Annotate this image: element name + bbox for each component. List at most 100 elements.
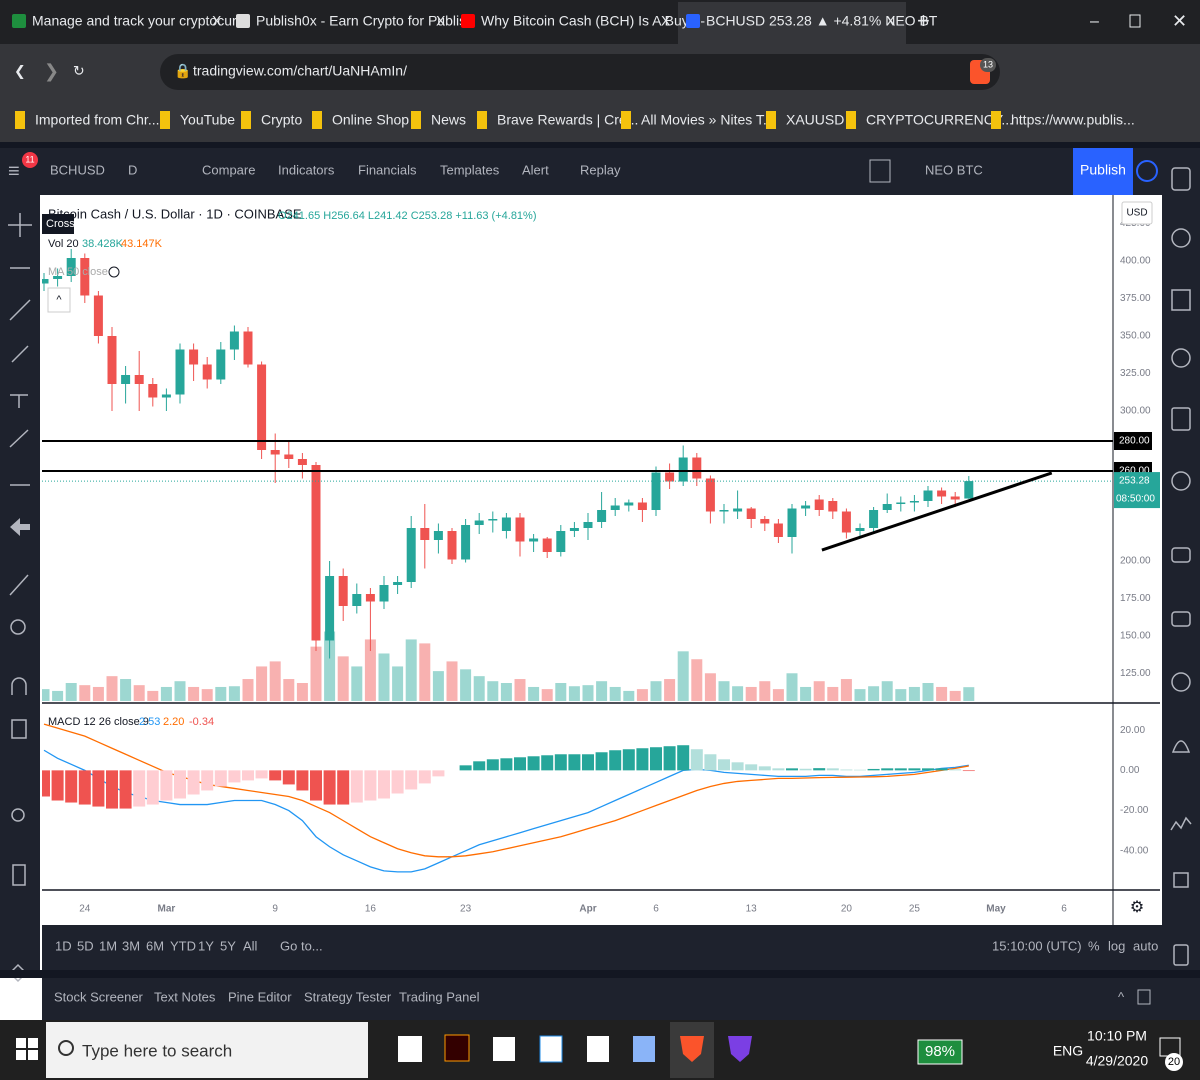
tab-title[interactable]: BCHUSD 253.28 ▲ +4.81% NEO BT (706, 13, 938, 29)
minimize[interactable]: – (1090, 13, 1099, 30)
hotlists[interactable] (1171, 348, 1191, 368)
publish-button[interactable] (1073, 148, 1133, 195)
trend-tool[interactable] (9, 299, 31, 321)
new-tab[interactable]: + (917, 8, 930, 33)
bookmark[interactable]: Brave Rewards | Cre... (497, 112, 638, 128)
timeframe[interactable]: 5Y (220, 938, 236, 953)
tab-favicon[interactable] (686, 14, 700, 28)
app-illustrator[interactable] (444, 1034, 470, 1062)
notifications[interactable] (1171, 740, 1191, 753)
replay-play[interactable] (1136, 160, 1158, 182)
timeframe[interactable]: All (243, 938, 258, 953)
timeframe[interactable]: 1Y (198, 938, 214, 953)
lock-drawing[interactable] (11, 719, 27, 739)
magnet-tool[interactable] (11, 677, 27, 695)
toolbar-item[interactable]: Financials (358, 162, 417, 177)
panel-maximize[interactable] (1137, 989, 1151, 1005)
tab-title[interactable]: Publish0x - Earn Crypto for Publish (256, 13, 474, 29)
bookmark[interactable]: News (431, 112, 466, 128)
app-dolby[interactable] (493, 1037, 515, 1061)
ruler-tool[interactable] (9, 574, 29, 596)
order-panel[interactable] (1173, 872, 1189, 888)
bookmark[interactable]: CRYPTOCURRENCY... (866, 112, 1013, 128)
tab-title[interactable]: Manage and track your cryptocurr (32, 13, 242, 29)
panel-tab[interactable]: Pine Editor (228, 989, 292, 1004)
date[interactable]: 4/29/2020 (1086, 1053, 1148, 1069)
close[interactable]: ✕ (1172, 11, 1187, 31)
url[interactable]: tradingview.com/chart/UaNHAmIn/ (193, 63, 407, 79)
bookmark[interactable]: XAUUSD (786, 112, 844, 128)
tab-close[interactable]: X (886, 13, 896, 29)
bookmark[interactable]: https://www.publis... (1011, 112, 1135, 128)
timeframe[interactable]: 3M (122, 938, 140, 953)
bookmark[interactable]: YouTube (180, 112, 235, 128)
dom[interactable] (1173, 944, 1189, 966)
omnibox[interactable] (160, 54, 1000, 90)
currency-box[interactable] (1121, 201, 1153, 225)
hide-tool[interactable] (10, 518, 30, 536)
language[interactable]: ENG (1053, 1043, 1083, 1059)
tab-favicon[interactable] (461, 14, 475, 28)
toolbar-item[interactable]: Indicators (278, 162, 335, 177)
interval[interactable]: D (128, 162, 137, 177)
time[interactable]: 10:10 PM (1087, 1028, 1147, 1044)
reload[interactable]: ↻ (73, 63, 85, 79)
app-lc[interactable] (539, 1035, 563, 1063)
active-tab[interactable] (678, 2, 906, 44)
watchlist[interactable] (1171, 167, 1191, 191)
toolbar-item[interactable]: Replay (580, 162, 621, 177)
symbol[interactable]: BCHUSD (50, 162, 105, 177)
pattern-tool[interactable] (9, 429, 29, 448)
nav-back[interactable]: ❮ (14, 63, 26, 80)
ideas[interactable] (1171, 471, 1191, 491)
data-window[interactable] (1171, 289, 1191, 311)
app-brave[interactable] (680, 1036, 704, 1062)
visibility-tool[interactable] (11, 808, 25, 822)
app-acrobat[interactable] (587, 1036, 609, 1062)
tab-favicon[interactable] (236, 14, 250, 28)
search-placeholder[interactable]: Type here to search (82, 1041, 232, 1060)
compare-symbol[interactable]: NEO BTC (925, 162, 983, 177)
bookmark[interactable]: Crypto (261, 112, 302, 128)
trash-tool[interactable] (12, 864, 26, 886)
scale-option[interactable]: % (1088, 938, 1100, 953)
panel-tab[interactable]: Stock Screener (54, 989, 144, 1004)
toolbar-item[interactable]: Compare (202, 162, 255, 177)
panel-tab[interactable]: Strategy Tester (304, 989, 392, 1004)
brush-tool[interactable] (11, 345, 29, 363)
start-button[interactable] (16, 1038, 38, 1060)
hidden-icon[interactable] (108, 266, 120, 278)
layout-icon[interactable] (869, 159, 891, 183)
toolbar-item[interactable]: Alert (522, 162, 549, 177)
scale-option[interactable]: auto (1133, 938, 1158, 953)
timeframe[interactable]: 1M (99, 938, 117, 953)
zoom-tool[interactable] (10, 619, 26, 635)
restore[interactable] (1129, 14, 1141, 28)
idea-bulb[interactable] (1171, 672, 1191, 692)
publish-label[interactable]: Publish (1080, 162, 1126, 178)
trend-line[interactable] (821, 471, 1053, 552)
nav-forward[interactable]: ❯ (44, 61, 59, 82)
streams[interactable] (1171, 611, 1191, 627)
tab-close[interactable]: X (661, 13, 671, 29)
alerts-clock[interactable] (1171, 228, 1191, 248)
app-brave-nightly[interactable] (728, 1036, 752, 1062)
search-box[interactable] (46, 1022, 368, 1078)
panel-collapse[interactable]: ^ (1118, 989, 1125, 1004)
signals[interactable] (1170, 816, 1192, 831)
battery-box[interactable] (917, 1039, 963, 1065)
chats[interactable] (1171, 547, 1191, 563)
panel-tab[interactable]: Text Notes (154, 989, 216, 1004)
timeframe[interactable]: YTD (170, 938, 196, 953)
scale-option[interactable]: log (1108, 938, 1125, 953)
timeframe[interactable]: 6M (146, 938, 164, 953)
collapse-legend[interactable] (47, 287, 71, 313)
timeframe[interactable]: 5D (77, 938, 94, 953)
currency[interactable]: USD (1126, 208, 1147, 219)
goto[interactable]: Go to... (280, 938, 323, 953)
toolbar-item[interactable]: Templates (440, 162, 500, 177)
bookmark[interactable]: Imported from Chr... (35, 112, 159, 128)
tab-favicon[interactable] (12, 14, 26, 28)
tab-close[interactable]: X (212, 13, 222, 29)
tab-close[interactable]: X (436, 13, 446, 29)
